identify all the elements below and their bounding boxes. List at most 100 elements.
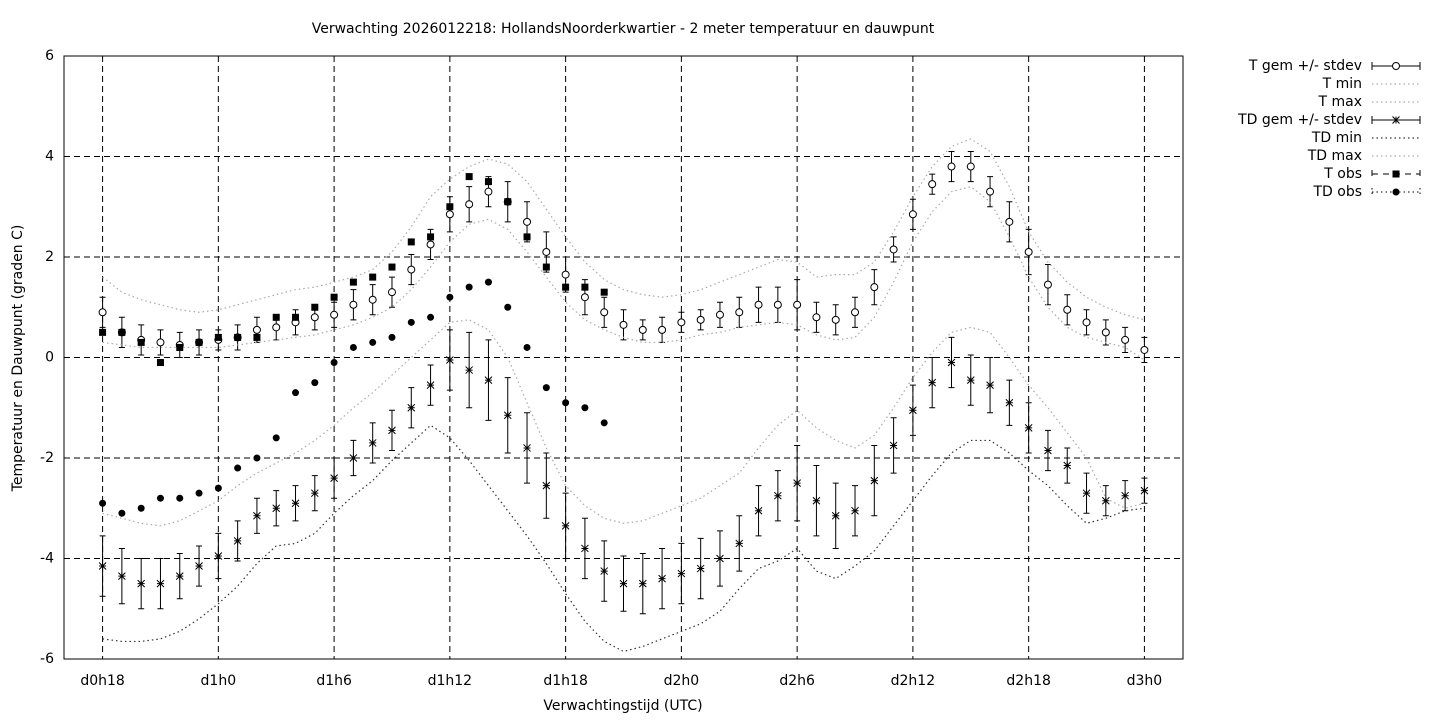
data-point [407,318,415,326]
data-point [716,554,724,563]
x-tick-label: d2h6 [779,673,815,689]
data-point [889,441,898,450]
data-point [773,300,782,309]
data-point [311,303,319,311]
data-point [272,323,281,332]
data-point [426,240,435,249]
data-point [523,217,532,226]
data-point [272,313,280,321]
data-point [234,333,242,341]
data-point [503,411,512,420]
data-point [715,310,724,319]
data-point [580,293,589,302]
data-point [1063,461,1072,470]
data-point [292,389,300,397]
data-point [349,278,357,286]
data-point [427,233,435,241]
data-point [600,308,609,317]
legend-marker [1392,188,1400,196]
data-point [504,303,512,311]
data-point [465,366,474,374]
data-point [619,579,628,588]
data-point [870,476,879,485]
data-point [851,506,859,515]
data-point [773,491,782,500]
data-point [581,544,589,553]
data-point [1024,423,1033,432]
data-point [272,504,281,513]
data-point [870,283,879,292]
data-point [156,494,164,502]
data-point [754,300,763,309]
data-point [137,579,146,588]
data-point [600,567,609,575]
data-point [793,300,802,309]
data-point [484,187,493,196]
data-point [118,572,126,580]
data-point [1063,305,1072,314]
data-point [542,384,550,392]
y-tick-label: -4 [40,551,54,567]
data-point [252,325,261,334]
data-point [330,359,338,367]
data-point [928,378,937,387]
data-point [214,484,222,492]
data-point [523,343,531,351]
data-point [851,308,860,317]
legend-marker [1392,116,1400,124]
data-point [446,356,454,364]
legend-marker [1392,170,1400,178]
data-point [793,479,801,487]
data-point [561,521,570,530]
range-line [102,186,1145,361]
x-tick-label: d2h18 [1006,673,1050,689]
data-point [98,562,107,570]
legend-marker [1392,62,1400,70]
data-point [446,293,454,301]
data-point [542,481,551,490]
data-point [407,403,416,412]
data-point [812,313,821,322]
data-point [233,537,242,545]
data-point [638,325,647,334]
data-point [1082,318,1091,327]
data-point [118,328,126,336]
legend-label: T min [1322,76,1362,92]
data-point [619,320,628,329]
legend-label: TD gem +/- stdev [1237,112,1362,128]
data-point [272,434,280,442]
data-point [966,376,975,384]
data-point [986,381,994,389]
data-point [1044,446,1052,455]
data-point [600,288,608,296]
data-point [465,173,473,181]
data-point [310,313,319,322]
data-point [426,381,435,389]
data-point [311,379,319,387]
data-point [561,270,570,279]
data-point [253,333,261,341]
data-point [349,343,357,351]
data-point [581,404,589,412]
data-point [909,406,917,415]
data-point [175,572,184,580]
y-tick-label: 6 [45,48,54,64]
range-line [102,138,1145,321]
y-tick-label: -2 [40,450,54,466]
data-point [542,247,551,256]
data-point [1101,496,1110,505]
data-point [137,504,145,512]
data-point [349,454,358,462]
data-point [195,489,203,497]
data-point [677,569,686,578]
data-point [986,187,995,196]
data-point [368,295,377,304]
data-point [1140,486,1149,495]
data-point [349,300,358,309]
legend-label: T gem +/- stdev [1248,58,1362,74]
data-point [1005,217,1014,226]
data-point [1082,489,1091,498]
data-point [484,376,493,384]
y-axis-label: Temperatuur en Dauwpunt (graden C) [10,225,26,493]
data-point [407,265,416,274]
